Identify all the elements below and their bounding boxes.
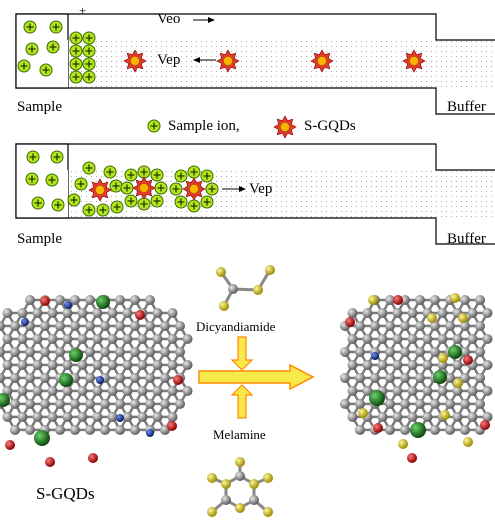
melamine-molecule [207, 457, 273, 517]
dicyandiamide-molecule [216, 265, 275, 311]
sgqd-product-label: S-GQDs [36, 484, 95, 503]
legend-ion-icon [147, 119, 161, 133]
bottom-ion-cluster-3 [169, 165, 219, 213]
legend-sgqd-label: S-GQDs [304, 118, 356, 134]
sgqd-molecule-right [340, 293, 493, 463]
sample-label-bottom: Sample [17, 231, 62, 247]
bottom-capillary-panel [15, 143, 495, 245]
sample-label-top: Sample [17, 99, 62, 115]
veo-label: Veo [157, 11, 181, 27]
vep-label-top: Vep [157, 52, 181, 68]
buffer-label-top: Buffer [447, 99, 486, 115]
veo-arrow [193, 17, 215, 23]
vep-arrow-right [222, 186, 246, 192]
sgqd-molecule-left [0, 295, 193, 467]
legend-sgqd-icon [273, 115, 297, 139]
plus-sign: + [79, 3, 87, 18]
dicyandiamide-label: Dicyandiamide [196, 319, 276, 334]
reaction-arrow [198, 336, 315, 419]
top-capillary-panel [15, 13, 495, 115]
vep-label-bottom: Vep [249, 181, 273, 197]
legend-ion-label: Sample ion, [168, 118, 240, 134]
bottom-ion-cluster-2 [120, 165, 168, 211]
melamine-label: Melamine [213, 427, 266, 442]
vep-arrow-left [193, 57, 216, 63]
buffer-label-bottom: Buffer [447, 231, 486, 247]
